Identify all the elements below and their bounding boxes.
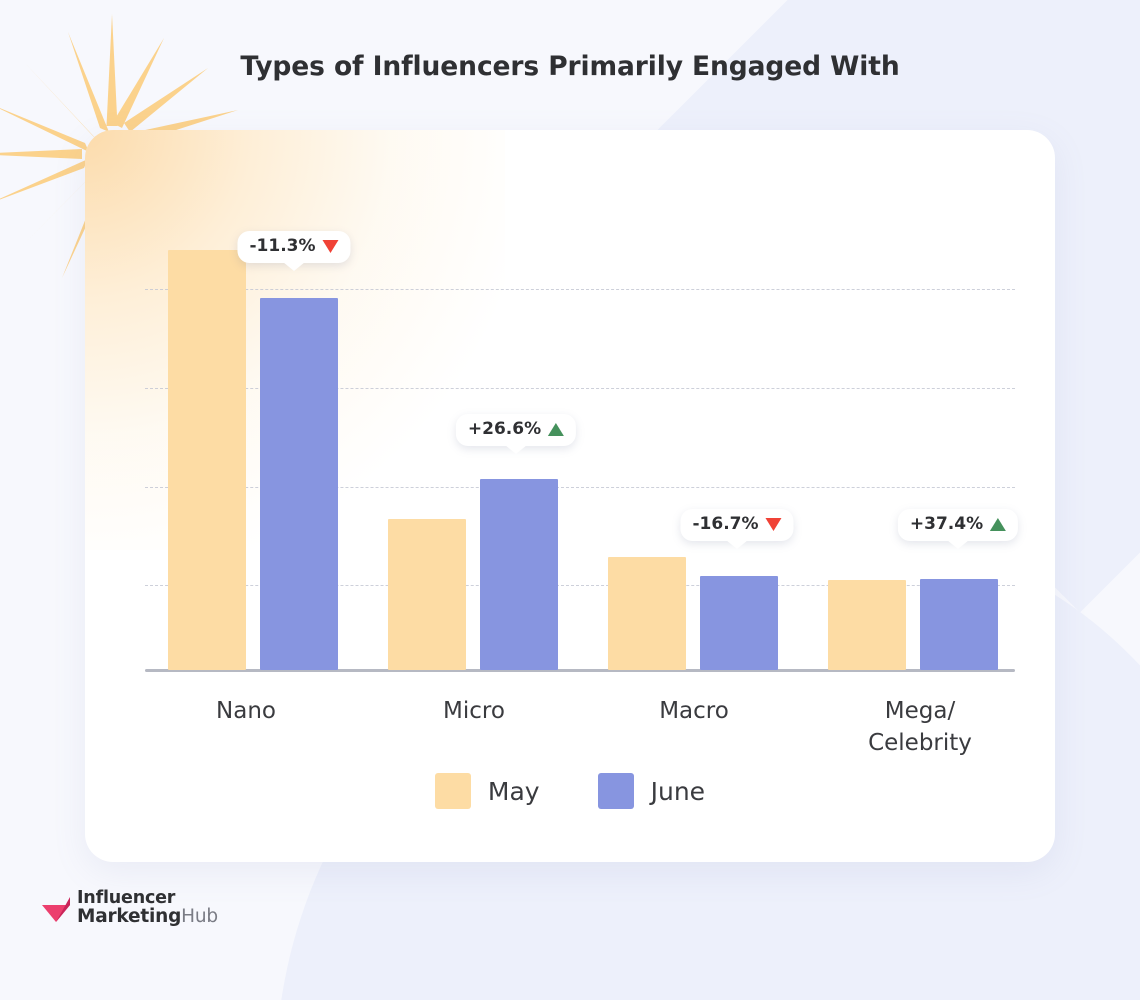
legend-swatch-june: [597, 773, 634, 809]
bar-june-micro[interactable]: [480, 479, 558, 670]
brand-logo[interactable]: Influencer MarketingHub: [40, 889, 218, 926]
trend-down-icon: [322, 240, 339, 253]
category-label-micro: Micro: [443, 696, 505, 728]
change-badge-mega[interactable]: +37.4%: [897, 509, 1019, 549]
gridline: [145, 289, 1015, 290]
trend-up-icon: [990, 518, 1007, 531]
legend-item-june[interactable]: June: [597, 773, 706, 809]
category-label-line1: Micro: [443, 698, 505, 724]
category-label-macro: Macro: [659, 696, 729, 728]
legend-item-may[interactable]: May: [434, 773, 540, 809]
gridline: [145, 388, 1015, 389]
category-label-line2: Celebrity: [868, 729, 972, 756]
badge-tail: [725, 540, 748, 549]
bar-may-mega[interactable]: [828, 580, 906, 670]
bar-may-nano[interactable]: [168, 250, 246, 670]
change-badge-label: +26.6%: [467, 419, 542, 439]
change-badge-micro[interactable]: +26.6%: [455, 414, 577, 454]
legend-swatch-may: [434, 773, 471, 809]
change-badge-nano[interactable]: -11.3%: [237, 231, 351, 271]
change-badge-label: -16.7%: [692, 514, 759, 534]
logo-line-one: Influencer: [77, 888, 176, 908]
logo-hub: Hub: [181, 906, 218, 928]
category-label-line1: Macro: [659, 698, 729, 724]
legend-label-june: June: [650, 776, 706, 806]
x-axis-line: [145, 669, 1015, 672]
bar-june-macro[interactable]: [700, 576, 778, 670]
change-badge-label: -11.3%: [249, 236, 316, 256]
badge-tail: [282, 262, 305, 271]
bar-may-micro[interactable]: [388, 519, 466, 670]
page-title: Types of Influencers Primarily Engaged W…: [240, 51, 900, 82]
category-label-line1: Mega/: [884, 698, 956, 724]
category-label-line1: Nano: [216, 698, 276, 724]
logo-arrow-icon: [40, 891, 74, 925]
change-badge-label: +37.4%: [909, 514, 984, 534]
badge-tail: [504, 445, 527, 454]
gridline: [145, 487, 1015, 488]
bar-june-nano[interactable]: [260, 298, 338, 670]
trend-up-icon: [548, 423, 565, 436]
change-badge-macro[interactable]: -16.7%: [680, 509, 794, 549]
chart-legend: May June: [0, 773, 1140, 809]
category-label-nano: Nano: [216, 696, 276, 728]
badge-tail: [946, 540, 969, 549]
trend-down-icon: [765, 518, 782, 531]
logo-line-two: MarketingHub: [77, 907, 218, 926]
bar-june-mega[interactable]: [920, 579, 998, 670]
bar-may-macro[interactable]: [608, 557, 686, 670]
logo-text: Influencer MarketingHub: [77, 888, 218, 927]
category-label-mega: Mega/ Celebrity: [868, 696, 972, 759]
logo-marketing: Marketing: [77, 906, 182, 928]
chart-plot-area: [145, 150, 1015, 672]
legend-label-may: May: [487, 776, 540, 806]
gridline: [145, 585, 1015, 586]
